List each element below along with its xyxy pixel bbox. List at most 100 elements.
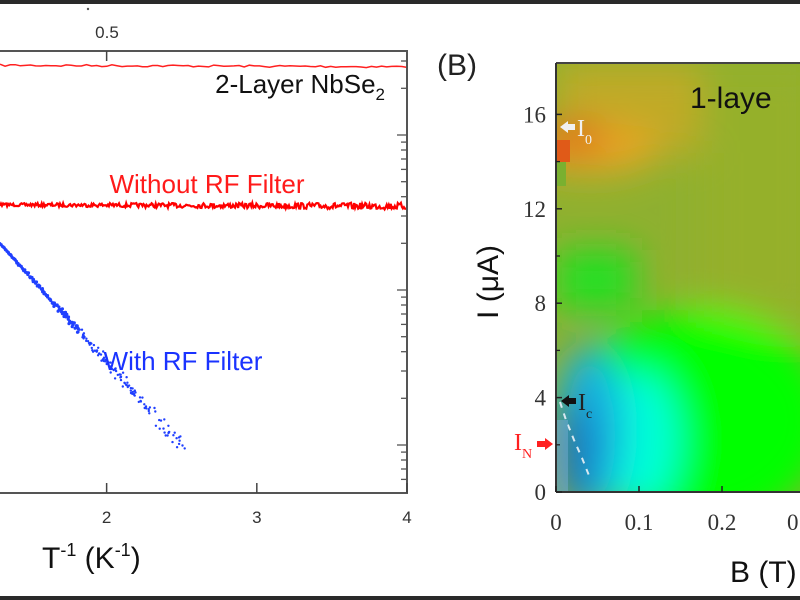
x-tick-label: 0.1 — [625, 510, 654, 535]
data-point — [102, 350, 105, 353]
data-point — [126, 381, 129, 384]
data-point — [181, 444, 184, 447]
data-point — [109, 371, 112, 374]
data-point — [121, 371, 125, 374]
arrow-left-icon — [561, 395, 576, 407]
xlabel-K: (K — [76, 542, 114, 575]
panel-b-x-axis-label: B (T) — [730, 556, 797, 589]
x-tick-label: 2 — [102, 508, 111, 527]
series-with-rf-filter — [0, 242, 186, 450]
panel-b-title: 1-laye — [690, 82, 772, 115]
data-point — [126, 385, 129, 389]
data-point — [158, 427, 161, 430]
marker-I0-label: I0 — [577, 116, 592, 148]
data-point — [133, 389, 136, 392]
data-point — [109, 365, 112, 368]
data-point — [183, 447, 186, 450]
data-point — [114, 369, 118, 373]
data-point — [105, 356, 108, 360]
y-tick-label: 4 — [535, 386, 547, 411]
arrow-left-icon — [560, 121, 575, 133]
data-point — [171, 440, 174, 444]
data-point — [123, 382, 127, 385]
data-point — [167, 431, 171, 434]
marker-IN-label: IN — [514, 430, 532, 462]
panel-a: 0.5 2-Layer NbSe2 Without RF Filter With… — [0, 7, 412, 575]
bottom-border — [0, 596, 800, 600]
data-point — [116, 373, 120, 377]
xlabel-sup2: -1 — [115, 540, 131, 560]
data-point — [98, 352, 101, 355]
data-point — [175, 437, 178, 440]
data-point — [154, 410, 157, 413]
data-point — [91, 350, 95, 353]
data-point — [167, 424, 170, 427]
data-point — [23, 268, 27, 272]
data-point — [57, 305, 61, 309]
heat-cell — [557, 400, 593, 492]
x-tick-label: 0.2 — [708, 510, 737, 535]
data-point — [119, 375, 123, 378]
data-point — [34, 280, 39, 284]
data-point — [75, 330, 80, 334]
data-point — [153, 406, 156, 410]
marker-Ic-sub: c — [586, 407, 592, 422]
panel-b-label: (B) — [437, 49, 477, 82]
data-point — [147, 408, 150, 411]
marker-I0: I0 — [560, 116, 592, 148]
data-point — [85, 339, 88, 343]
heat-pixel-green — [556, 162, 566, 186]
data-point — [162, 427, 165, 430]
heat-cell — [556, 250, 636, 310]
data-point — [31, 277, 36, 282]
marker-I0-sub: 0 — [585, 133, 592, 148]
data-point — [119, 378, 123, 382]
data-point — [175, 446, 179, 449]
data-point — [107, 361, 110, 364]
data-point — [124, 383, 128, 386]
data-point — [49, 298, 53, 303]
panel-a-x-tick-labels: 2 3 4 — [102, 508, 412, 527]
panel-a-title-subscript: 2 — [376, 85, 385, 104]
data-point — [138, 396, 142, 399]
data-point — [173, 431, 176, 434]
marker-Ic-label: Ic — [578, 390, 592, 422]
data-point — [131, 387, 134, 390]
data-point — [148, 412, 151, 415]
panel-b-y-axis-label: I (μA) — [472, 245, 505, 319]
x-tick-label: 0 — [550, 510, 562, 535]
data-point — [143, 403, 146, 406]
data-point — [85, 337, 88, 340]
panel-a-frame — [0, 50, 408, 494]
data-point — [154, 424, 158, 427]
data-point — [166, 434, 169, 437]
data-point — [121, 385, 125, 388]
marker-Ic: Ic — [561, 390, 592, 422]
xlabel-close: ) — [131, 542, 141, 575]
data-point — [75, 324, 79, 328]
data-point — [104, 358, 108, 362]
panel-a-title: 2-Layer NbSe2 — [215, 69, 385, 104]
data-point — [110, 367, 114, 371]
xlabel-sup1: -1 — [60, 540, 76, 560]
data-point — [82, 333, 85, 336]
top-border — [0, 0, 800, 4]
data-point — [159, 419, 163, 422]
panel-a-x-axis-label: T-1 (K-1) — [42, 540, 141, 575]
data-point — [137, 400, 140, 404]
data-point — [134, 391, 137, 394]
panel-b-x-tick-labels: 0 0.1 0.2 0 — [550, 510, 798, 535]
data-point — [26, 272, 30, 277]
data-point — [158, 418, 161, 422]
data-point — [65, 312, 69, 316]
data-point — [90, 342, 93, 345]
marker-IN-base: I — [514, 430, 522, 456]
data-point — [66, 315, 71, 319]
marker-Ic-base: I — [578, 390, 586, 416]
data-point — [56, 309, 60, 313]
data-point — [64, 315, 68, 319]
data-point — [147, 409, 150, 413]
data-point — [133, 394, 136, 397]
data-point — [92, 343, 96, 347]
